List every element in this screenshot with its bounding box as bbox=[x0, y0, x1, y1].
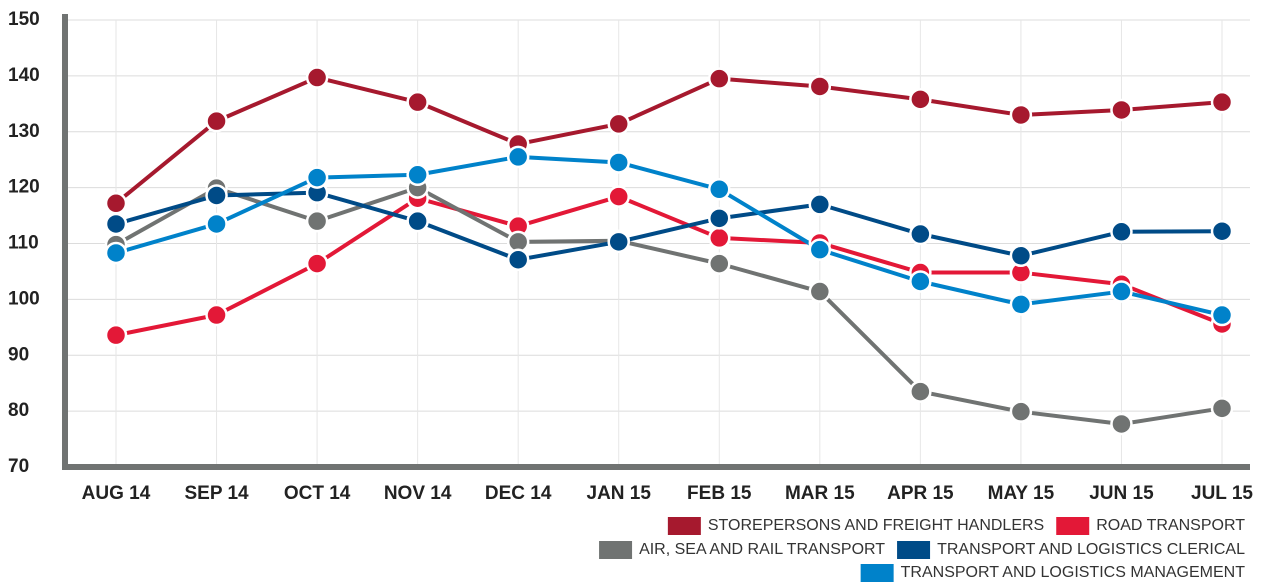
data-point bbox=[607, 151, 630, 174]
y-tick-label: 130 bbox=[8, 121, 40, 142]
x-tick-label: FEB 15 bbox=[687, 483, 752, 504]
legend-label: TRANSPORT AND LOGISTICS MANAGEMENT bbox=[901, 564, 1246, 581]
data-point bbox=[406, 90, 429, 114]
legend-label: TRANSPORT AND LOGISTICS CLERICAL bbox=[937, 541, 1245, 558]
series-line bbox=[114, 75, 1223, 205]
data-point bbox=[1110, 280, 1133, 303]
data-point bbox=[205, 303, 228, 327]
series-line bbox=[115, 190, 1223, 262]
data-point bbox=[1009, 293, 1033, 316]
x-tick-label: APR 15 bbox=[887, 483, 954, 504]
legend-label: STOREPERSONS AND FREIGHT HANDLERS bbox=[708, 517, 1044, 534]
x-tick-label: AUG 14 bbox=[82, 483, 151, 504]
data-point bbox=[506, 248, 530, 271]
data-point bbox=[1210, 397, 1234, 420]
data-point bbox=[104, 212, 128, 236]
data-point bbox=[708, 207, 731, 230]
data-point bbox=[909, 88, 932, 111]
data-point bbox=[808, 280, 832, 303]
data-point bbox=[1110, 98, 1133, 122]
data-point bbox=[909, 222, 932, 246]
data-point bbox=[808, 75, 832, 98]
legend-label: AIR, SEA AND RAIL TRANSPORT bbox=[639, 541, 885, 558]
data-point bbox=[104, 192, 128, 215]
y-tick-label: 70 bbox=[8, 456, 29, 477]
data-point bbox=[708, 252, 731, 275]
series-line bbox=[115, 154, 1223, 317]
data-point bbox=[607, 230, 630, 254]
data-point bbox=[708, 226, 731, 250]
data-point bbox=[1009, 400, 1033, 423]
data-point bbox=[1210, 90, 1234, 114]
data-point bbox=[406, 209, 429, 233]
data-point bbox=[104, 323, 128, 347]
data-point bbox=[808, 193, 832, 216]
data-point bbox=[909, 270, 932, 293]
data-point bbox=[104, 241, 128, 265]
data-point bbox=[708, 67, 731, 90]
legend-swatch bbox=[667, 517, 701, 535]
data-point bbox=[909, 380, 932, 403]
y-tick-label: 150 bbox=[8, 9, 40, 30]
y-tick-label: 100 bbox=[8, 288, 40, 309]
x-tick-label: JUN 15 bbox=[1089, 483, 1154, 504]
y-tick-label: 120 bbox=[8, 177, 40, 198]
legend-swatch bbox=[1056, 517, 1090, 535]
legend-label: ROAD TRANSPORT bbox=[1096, 517, 1245, 534]
data-point bbox=[1210, 303, 1234, 327]
y-tick-label: 80 bbox=[8, 400, 29, 421]
data-point bbox=[305, 66, 329, 89]
data-point bbox=[305, 209, 329, 233]
x-tick-label: NOV 14 bbox=[384, 483, 452, 504]
data-point bbox=[607, 185, 630, 208]
x-tick-label: MAY 15 bbox=[988, 483, 1055, 504]
data-point bbox=[305, 166, 329, 189]
data-point bbox=[406, 163, 429, 187]
x-tick-label: JAN 15 bbox=[587, 483, 652, 504]
data-point bbox=[205, 184, 228, 207]
data-point bbox=[607, 112, 630, 136]
data-point bbox=[205, 212, 228, 236]
data-point bbox=[808, 238, 832, 261]
data-point bbox=[305, 252, 329, 275]
series-line bbox=[115, 194, 1223, 338]
data-point bbox=[708, 178, 731, 201]
y-tick-label: 140 bbox=[8, 65, 40, 86]
x-tick-label: DEC 14 bbox=[485, 483, 552, 504]
legend-swatch bbox=[897, 541, 931, 559]
data-point bbox=[1009, 244, 1033, 268]
series-line bbox=[115, 185, 1223, 426]
data-point bbox=[205, 109, 228, 133]
y-tick-label: 90 bbox=[8, 344, 29, 365]
x-tick-label: SEP 14 bbox=[184, 483, 249, 504]
data-point bbox=[1009, 103, 1033, 127]
y-tick-label: 110 bbox=[8, 233, 39, 254]
x-tick-label: MAR 15 bbox=[785, 483, 855, 504]
data-point bbox=[1110, 220, 1133, 244]
data-point bbox=[1210, 219, 1234, 243]
legend-swatch bbox=[599, 541, 633, 559]
data-point bbox=[506, 145, 530, 169]
x-tick-label: OCT 14 bbox=[284, 483, 351, 504]
legend-swatch bbox=[860, 564, 894, 582]
data-point bbox=[1110, 412, 1133, 436]
x-tick-label: JUL 15 bbox=[1191, 483, 1253, 504]
